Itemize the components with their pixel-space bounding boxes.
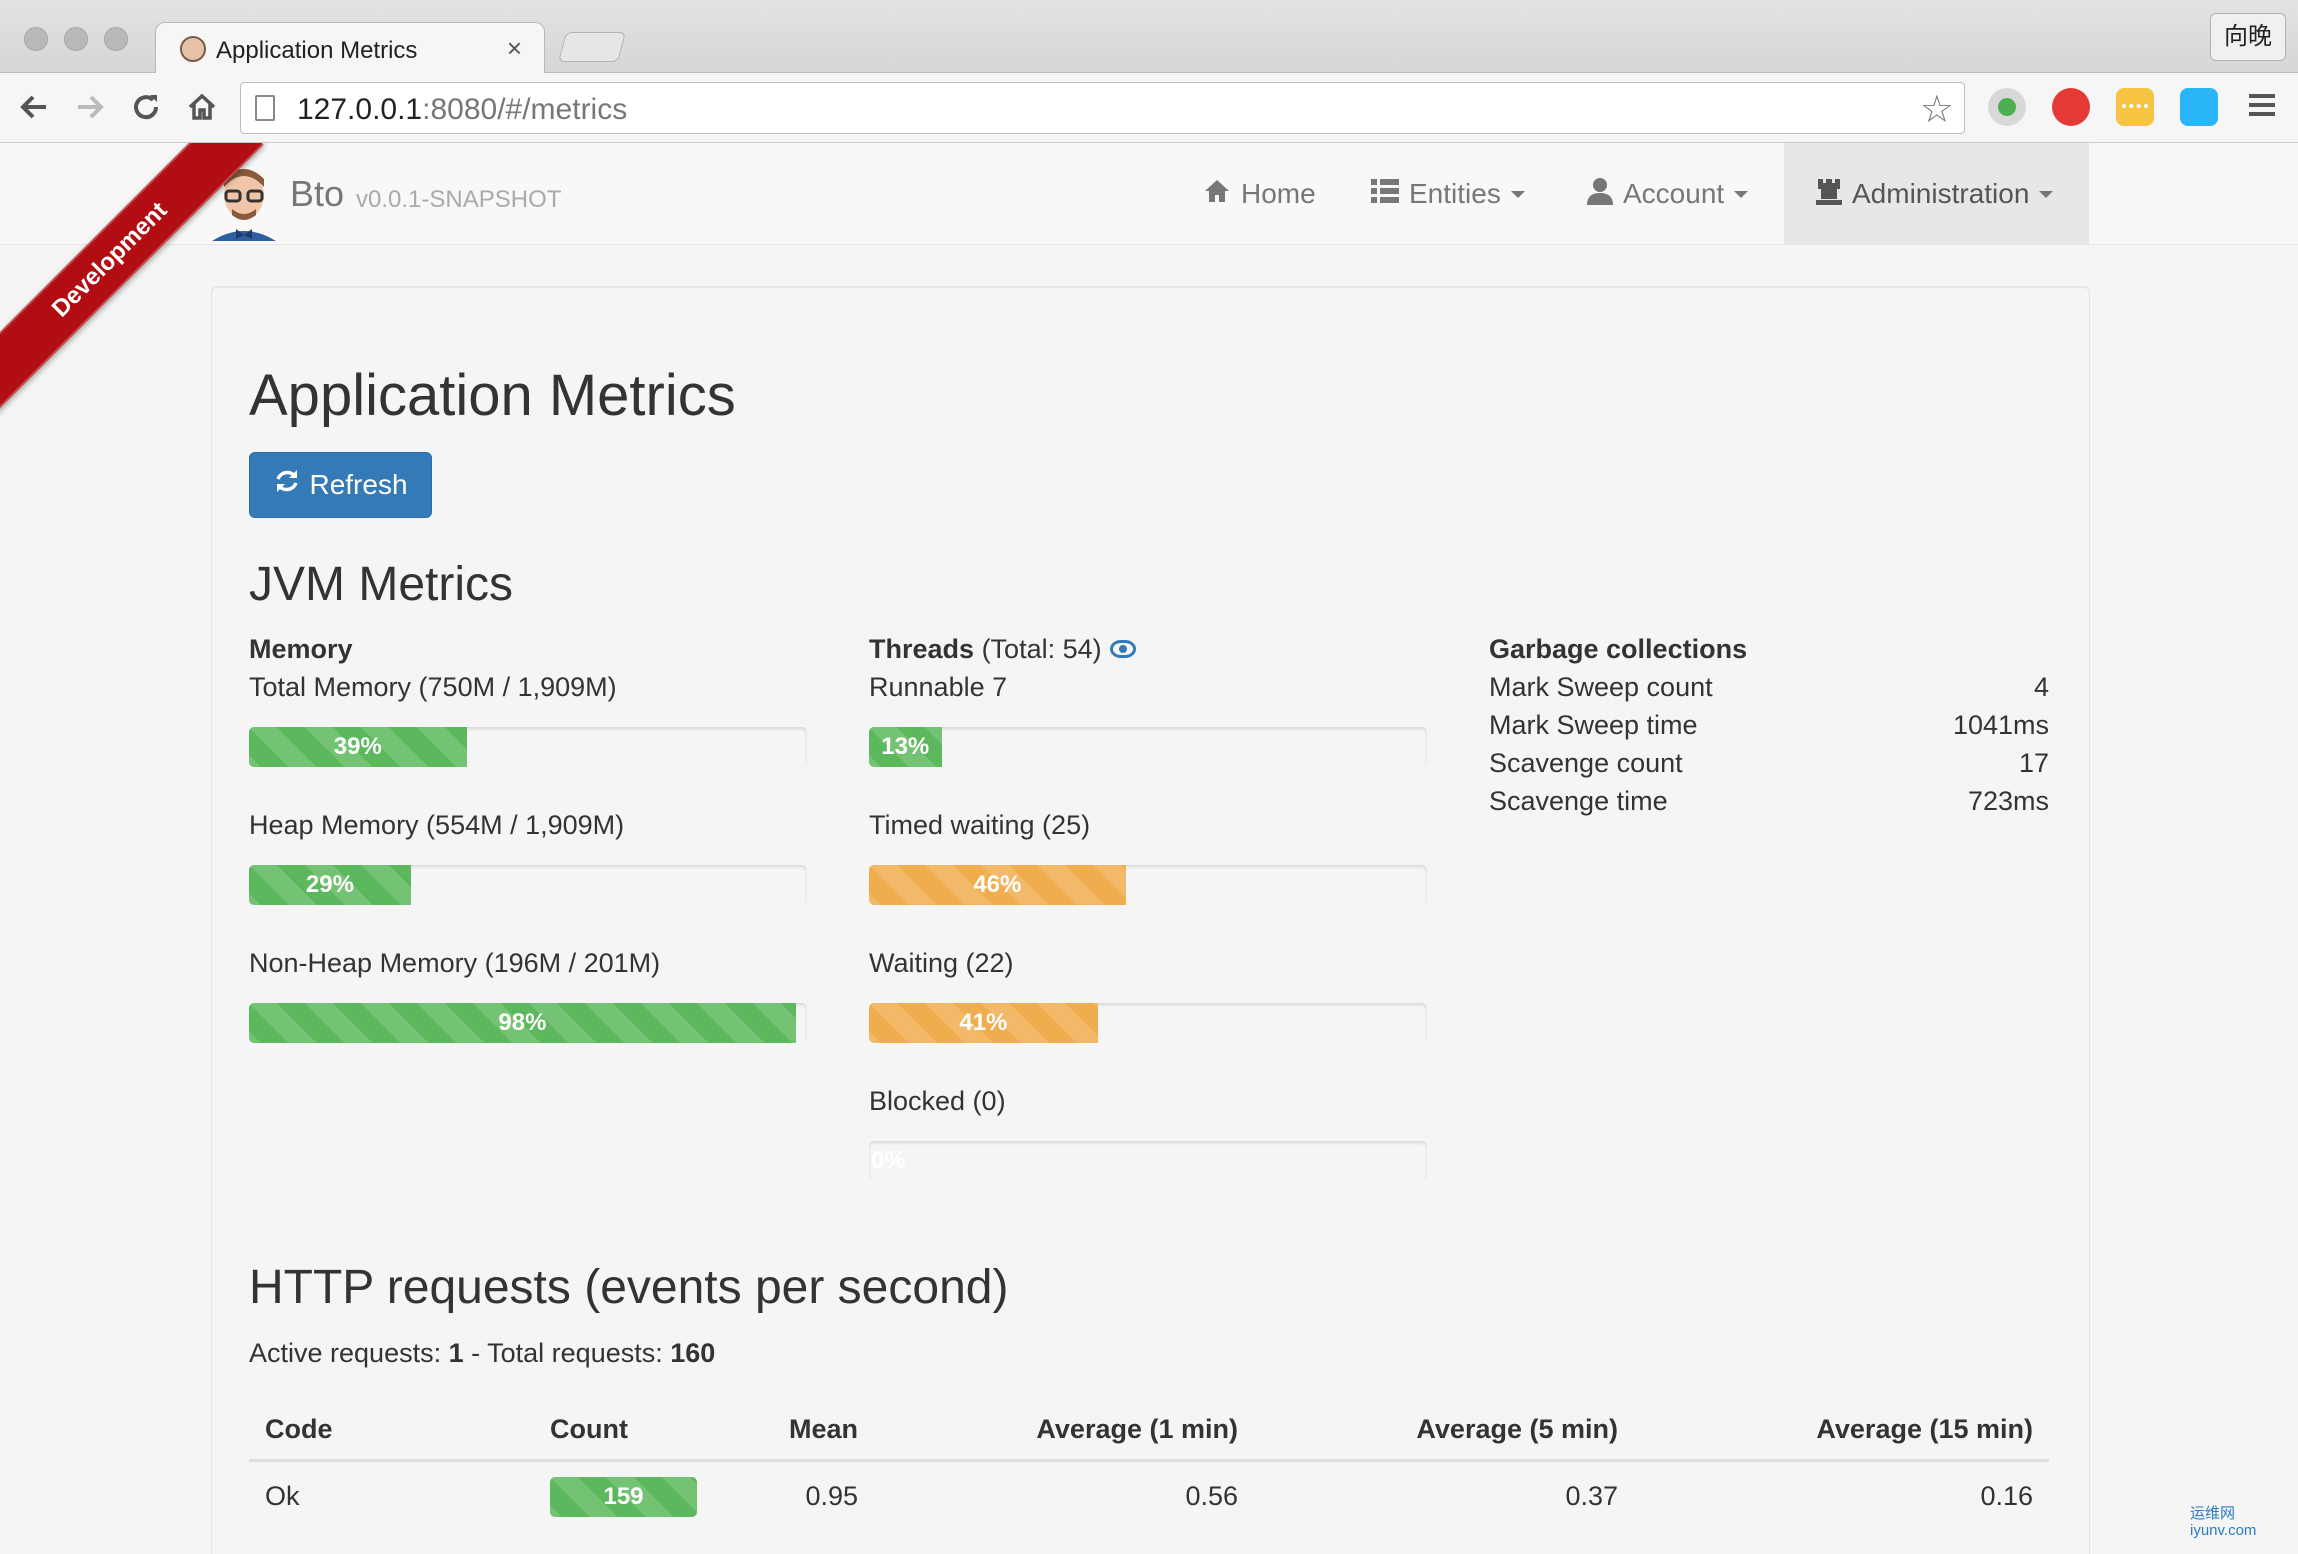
home-icon — [1203, 177, 1231, 212]
total-memory-label: Total Memory (750M / 1,909M) — [249, 672, 617, 702]
eye-icon[interactable] — [1109, 639, 1136, 658]
threads-title: Threads (Total: 54) — [869, 634, 1136, 665]
table-row: Ok 159 0.95 0.56 0.37 0.16 — [249, 1460, 2049, 1532]
heap-memory-label: Heap Memory (554M / 1,909M) — [249, 810, 625, 840]
count-cell: 159 — [534, 1460, 754, 1532]
runnable-progress: 13% — [869, 727, 1427, 767]
browser-toolbar: 127.0.0.1:8080/#/metrics ☆ — [0, 73, 2298, 143]
blocked-progress: 0% — [869, 1141, 1427, 1181]
favicon-icon — [180, 36, 206, 62]
logo-icon[interactable] — [208, 165, 280, 241]
mean-cell: 0.95 — [805, 1481, 858, 1512]
browser-tabbar: Application Metrics × 向晚 — [0, 0, 2298, 74]
nav-entities-label: Entities — [1409, 178, 1501, 209]
tab-close-icon[interactable]: × — [506, 33, 522, 63]
refresh-button[interactable]: Refresh — [249, 452, 432, 518]
app-navbar: Bto v0.0.1-SNAPSHOT Home Entities Accoun… — [0, 143, 2298, 245]
column-header: Mean — [754, 1400, 874, 1462]
code-cell: Ok — [265, 1481, 300, 1512]
gc-row: Mark Sweep count 4 — [1489, 672, 2049, 702]
watermark: 运维网 iyunv.com — [2190, 1505, 2257, 1539]
non-heap-memory-progress: 98% — [249, 1003, 807, 1043]
progress-bar-label: 0% — [871, 1147, 906, 1174]
gc-row: Scavenge count 17 — [1489, 748, 2049, 778]
avg5-cell: 0.37 — [1565, 1481, 1618, 1512]
nav-account-label: Account — [1623, 178, 1725, 209]
address-bar[interactable]: 127.0.0.1:8080/#/metrics ☆ — [240, 82, 1965, 134]
brand-version: v0.0.1-SNAPSHOT — [356, 186, 562, 213]
gc-title: Garbage collections — [1489, 634, 1748, 664]
window-minimize-button[interactable] — [64, 27, 88, 51]
timed-waiting-label: Timed waiting (25) — [869, 810, 1091, 840]
nav-account[interactable]: Account — [1569, 143, 1766, 245]
timed-waiting-progress: 46% — [869, 865, 1427, 905]
forward-icon[interactable] — [72, 89, 108, 132]
home-icon[interactable] — [184, 89, 220, 132]
refresh-label: Refresh — [309, 469, 408, 500]
nav-administration[interactable]: Administration — [1784, 143, 2089, 245]
chevron-down-icon — [1734, 190, 1749, 198]
extension-dots-icon[interactable] — [2116, 88, 2154, 126]
column-header: Average (1 min) — [874, 1400, 1254, 1462]
tab-title: Application Metrics — [216, 37, 418, 64]
bookmark-star-icon[interactable]: ☆ — [1919, 89, 1954, 131]
table-header-row: Code Count Mean Average (1 min) Average … — [249, 1400, 2049, 1462]
waiting-label: Waiting (22) — [869, 948, 1014, 978]
non-heap-memory-label: Non-Heap Memory (196M / 201M) — [249, 948, 661, 978]
menu-icon[interactable] — [2245, 87, 2279, 130]
http-requests-summary: Active requests: 1 - Total requests: 160 — [249, 1338, 716, 1368]
memory-title: Memory — [249, 634, 353, 664]
chevron-down-icon — [1510, 190, 1525, 198]
window-zoom-button[interactable] — [104, 27, 128, 51]
progress-bar-fill: 46% — [869, 865, 1126, 905]
progress-bar-fill: 41% — [869, 1003, 1098, 1043]
count-bar: 159 — [550, 1476, 697, 1517]
page-icon — [255, 95, 275, 121]
column-header: Code — [249, 1400, 534, 1462]
column-header: Average (15 min) — [1634, 1400, 2049, 1462]
http-requests-title: HTTP requests (events per second) — [249, 1261, 1009, 1314]
heap-memory-progress: 29% — [249, 865, 807, 905]
extension-green-dot-icon[interactable] — [1988, 88, 2026, 126]
nav-home[interactable]: Home — [1185, 143, 1334, 245]
progress-bar-fill: 39% — [249, 727, 467, 767]
extension-stop-hand-icon[interactable] — [2052, 88, 2090, 126]
list-icon — [1371, 178, 1399, 211]
url-text[interactable]: 127.0.0.1:8080/#/metrics — [297, 93, 628, 126]
nav-administration-label: Administration — [1852, 178, 2030, 209]
progress-bar-fill: 29% — [249, 865, 411, 905]
nav-entities[interactable]: Entities — [1353, 143, 1543, 245]
back-icon[interactable] — [16, 89, 52, 132]
runnable-label: Runnable 7 — [869, 672, 1008, 702]
gc-row: Mark Sweep time 1041ms — [1489, 710, 2049, 740]
extension-pen-icon[interactable] — [2180, 88, 2218, 126]
new-tab-button[interactable] — [557, 32, 627, 62]
threads-total: (Total: 54) — [981, 634, 1102, 664]
refresh-icon — [273, 467, 301, 503]
total-memory-progress: 39% — [249, 727, 807, 767]
http-requests-table: Code Count Mean Average (1 min) Average … — [249, 1400, 2049, 1532]
brand-name[interactable]: Bto — [290, 173, 345, 214]
metrics-panel — [211, 286, 2090, 1554]
blocked-label: Blocked (0) — [869, 1086, 1006, 1116]
progress-bar-fill: 98% — [249, 1003, 796, 1043]
browser-tab-active[interactable]: Application Metrics × — [155, 22, 545, 74]
progress-bar-fill: 13% — [869, 727, 942, 767]
tower-icon — [1816, 177, 1842, 212]
gc-row: Scavenge time 723ms — [1489, 786, 2049, 816]
page-title: Application Metrics — [249, 363, 736, 428]
window-close-button[interactable] — [24, 27, 48, 51]
reload-icon[interactable] — [128, 89, 164, 132]
avg1-cell: 0.56 — [1185, 1481, 1238, 1512]
avg15-cell: 0.16 — [1980, 1481, 2033, 1512]
waiting-progress: 41% — [869, 1003, 1427, 1043]
user-icon — [1587, 177, 1613, 212]
nav-home-label: Home — [1241, 178, 1316, 209]
column-header: Count — [534, 1400, 754, 1462]
chevron-down-icon — [2039, 190, 2054, 198]
profile-button[interactable]: 向晚 — [2210, 13, 2286, 61]
column-header: Average (5 min) — [1254, 1400, 1634, 1462]
jvm-metrics-title: JVM Metrics — [249, 558, 513, 611]
